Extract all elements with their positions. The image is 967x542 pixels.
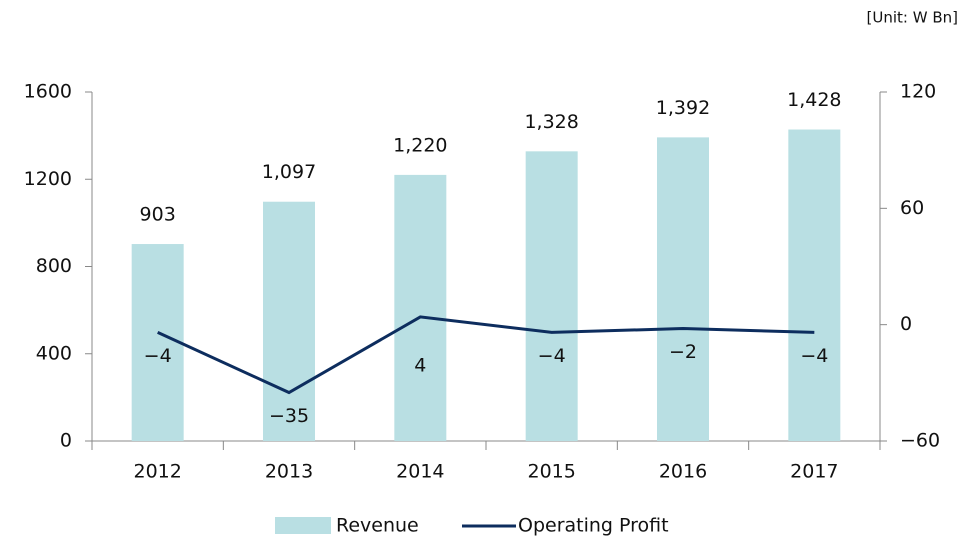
- y2-tick-label: 60: [900, 197, 924, 219]
- x-tick-label: 2013: [265, 461, 313, 483]
- bar-value-label: 1,428: [787, 89, 841, 111]
- legend-swatch: [275, 517, 331, 534]
- bar: [131, 244, 184, 441]
- y-tick-label: 0: [60, 430, 72, 452]
- y-tick-label: 400: [36, 342, 72, 364]
- y-tick-label: 1200: [24, 168, 72, 190]
- line-value-label: 4: [414, 354, 426, 376]
- line-value-label: −4: [144, 345, 172, 367]
- line-value-label: −35: [269, 405, 309, 427]
- legend-label: Operating Profit: [518, 515, 669, 537]
- line-value-label: −4: [538, 345, 566, 367]
- line: [157, 315, 815, 395]
- bar: [788, 129, 841, 441]
- y-tick-label: 1600: [24, 81, 72, 103]
- x-tick-label: 2017: [790, 461, 838, 483]
- bar: [263, 201, 315, 441]
- line-value-label: −2: [669, 341, 697, 363]
- y-tick-label: 800: [36, 255, 72, 277]
- x-tick-label: 2016: [659, 461, 707, 483]
- y2-tick-label: 0: [900, 313, 912, 335]
- y2-tick-label: 120: [900, 81, 936, 103]
- bar-value-label: 1,097: [262, 161, 316, 183]
- bar: [394, 174, 447, 441]
- bar-value-label: 1,220: [393, 134, 447, 156]
- bar: [525, 151, 578, 441]
- bar-value-label: 1,328: [524, 111, 578, 133]
- y2-tick-label: −60: [900, 430, 940, 452]
- bar-value-label: 903: [140, 204, 176, 226]
- line-value-label: −4: [800, 345, 828, 367]
- bar-value-label: 1,392: [656, 97, 710, 119]
- x-tick-label: 2014: [396, 461, 444, 483]
- x-tick-label: 2015: [527, 461, 575, 483]
- unit-note: [Unit: W Bn]: [867, 9, 958, 27]
- legend-label: Revenue: [336, 515, 419, 537]
- x-tick-label: 2012: [133, 461, 181, 483]
- bar: [657, 137, 709, 441]
